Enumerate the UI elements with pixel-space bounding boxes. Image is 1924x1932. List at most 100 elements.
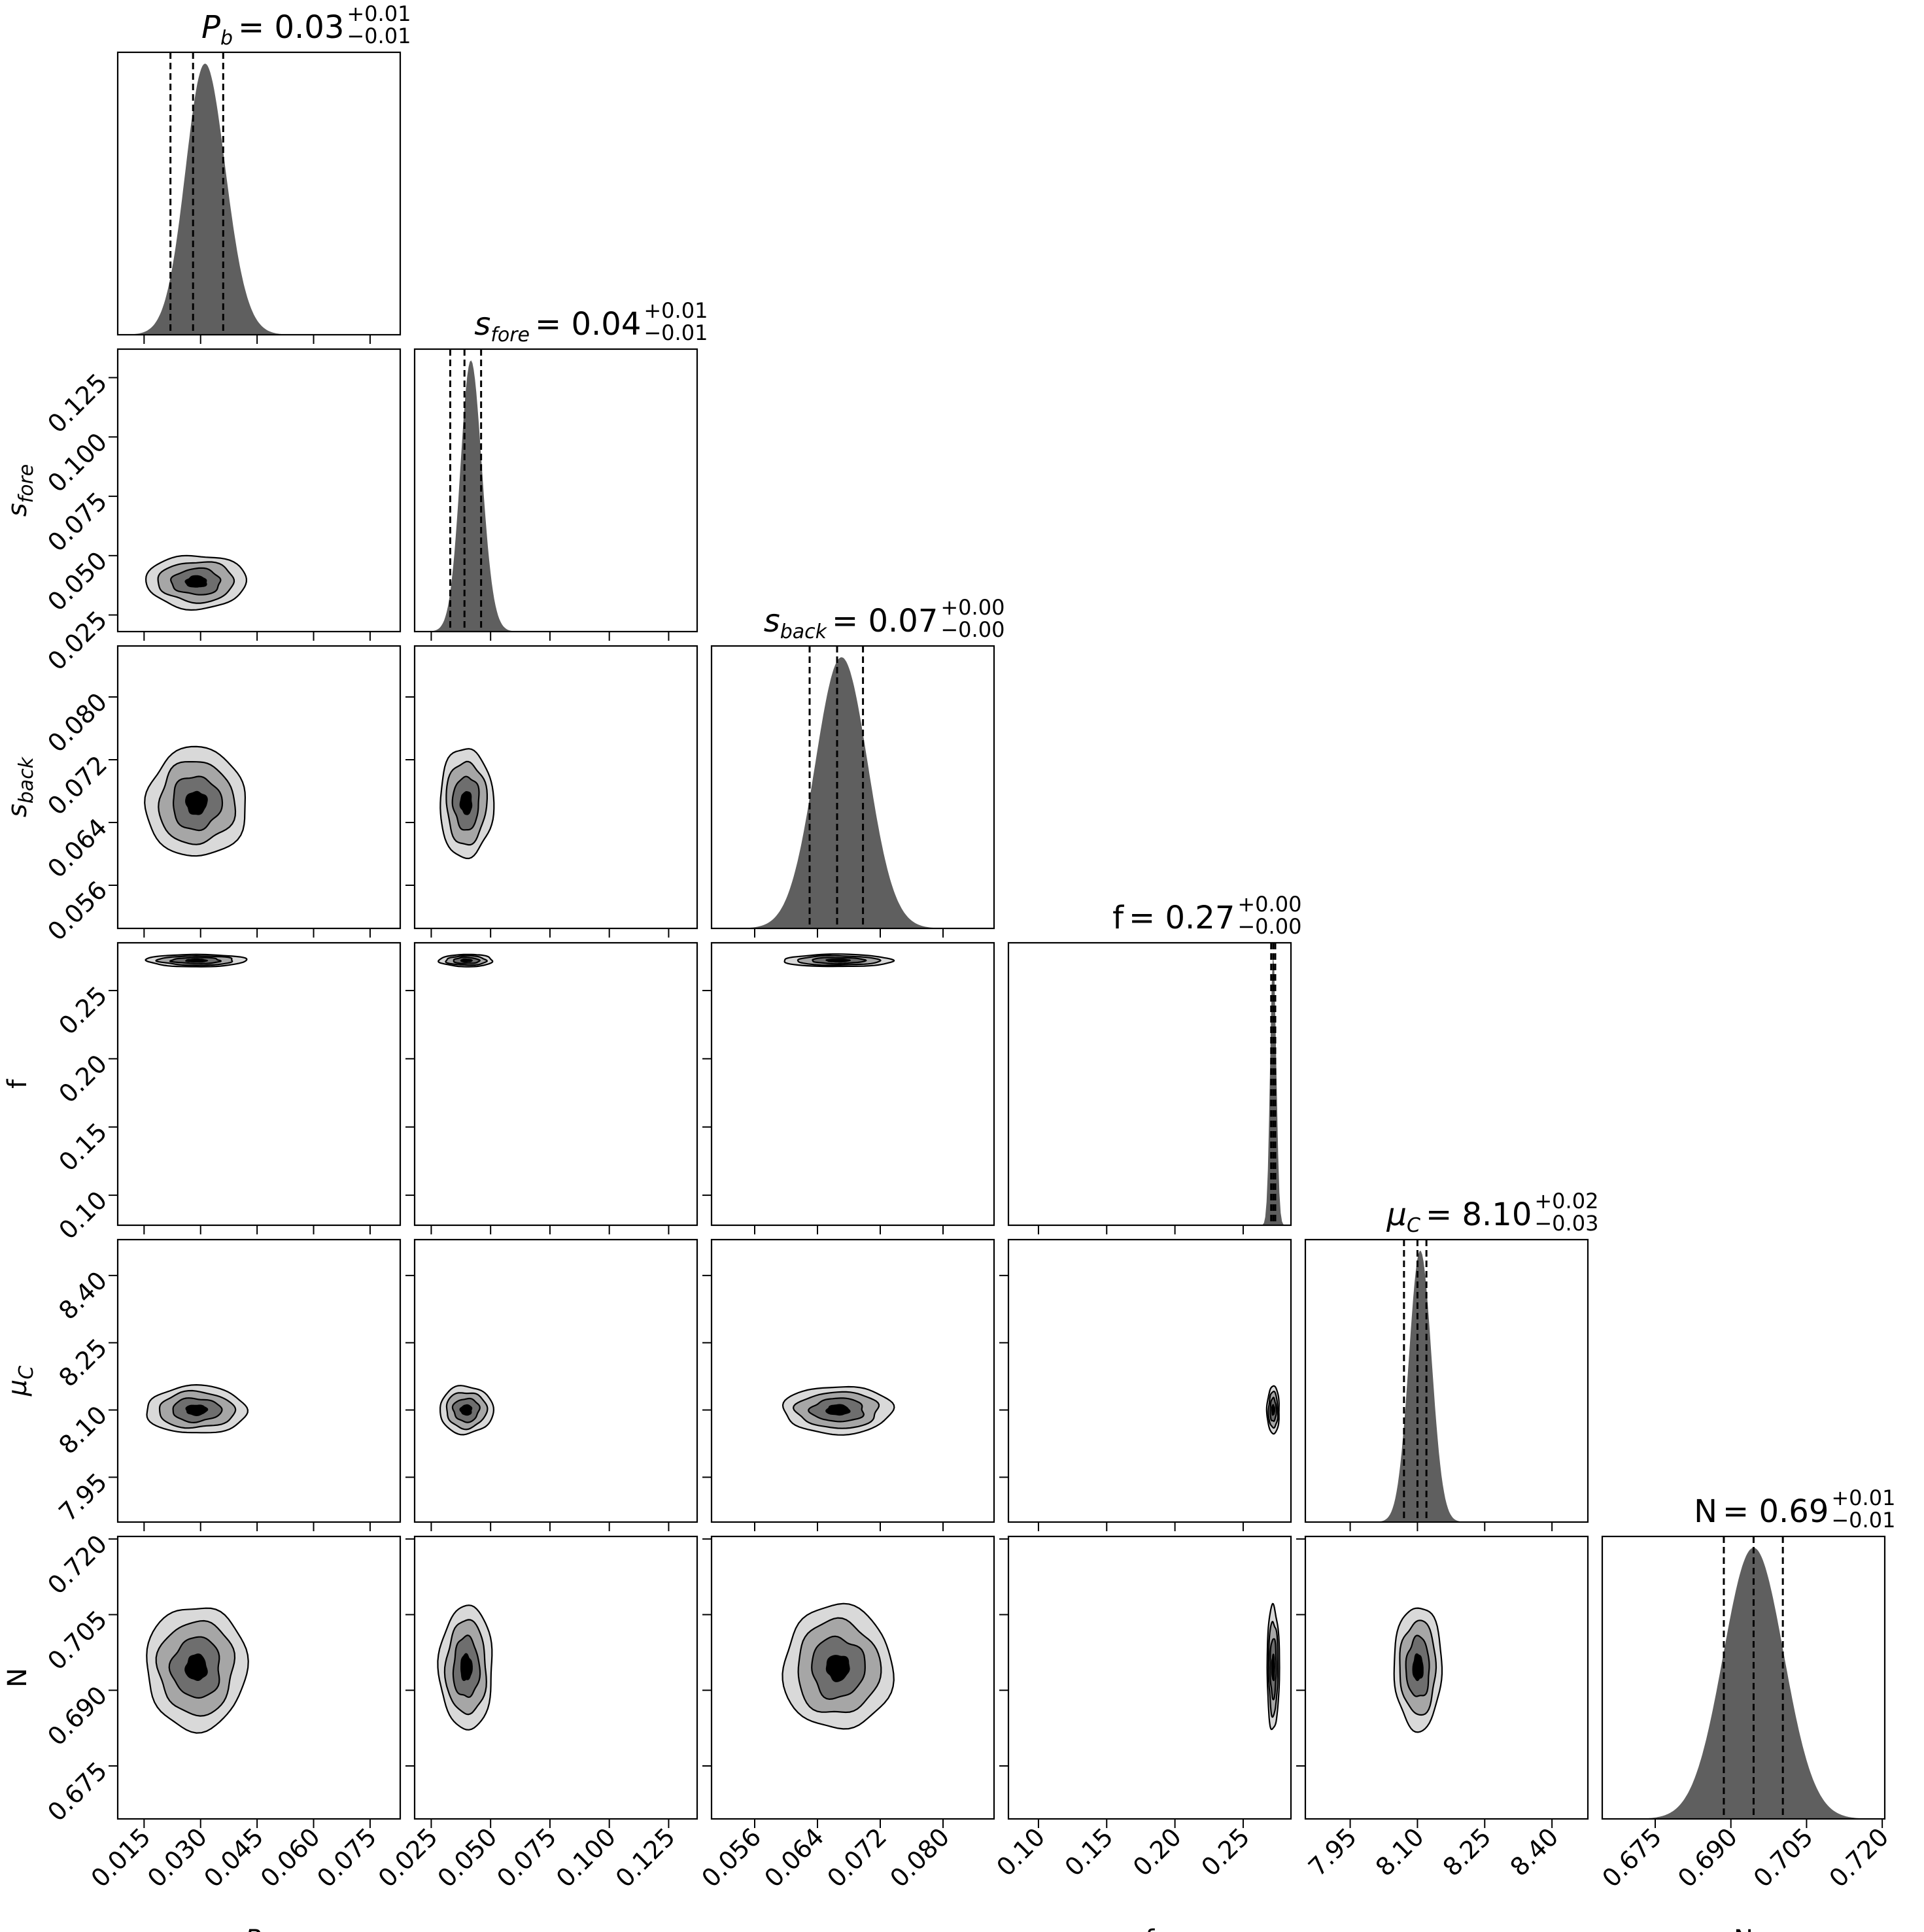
contour-panel-sback-vs-Pb xyxy=(144,745,247,857)
histogram-sfore xyxy=(415,349,697,632)
x-tick-label: 0.072 xyxy=(821,1822,892,1893)
x-tick-label: 0.064 xyxy=(759,1822,829,1893)
x-axis-muC: 7.958.108.258.40 μC xyxy=(1303,1822,1564,1932)
svg-text:−0.03: −0.03 xyxy=(1534,1211,1598,1236)
y-tick-label: 0.20 xyxy=(53,1049,112,1109)
y-tick-label: 8.25 xyxy=(53,1333,112,1393)
svg-text:+0.01: +0.01 xyxy=(644,298,708,323)
x-tick-label: 0.690 xyxy=(1672,1822,1743,1893)
axes-5-0 xyxy=(109,1535,402,1828)
y-axis-muC: 7.95 8.10 8.25 8.40 μC xyxy=(3,1266,112,1527)
title-Pb: Pb = 0.03 +0.01−0.01 xyxy=(201,1,411,50)
svg-text:sback: sback xyxy=(3,756,38,817)
y-tick-label: 0.675 xyxy=(42,1756,112,1827)
axes-5-1 xyxy=(405,1535,698,1828)
y-axis-label-sfore: sfore xyxy=(3,464,38,517)
contour-level-4 xyxy=(185,790,208,815)
y-tick-label: 0.690 xyxy=(42,1680,112,1751)
y-axis-label-f: f xyxy=(3,1079,33,1089)
contour-panel-muC-vs-Pb xyxy=(146,1383,249,1434)
svg-text:= 0.07: = 0.07 xyxy=(832,603,938,639)
svg-text:sback: sback xyxy=(764,603,828,643)
axes-2-2 xyxy=(710,645,995,938)
svg-text:μC: μC xyxy=(1431,1925,1462,1932)
contour-level-4 xyxy=(459,790,473,815)
svg-text:+0.00: +0.00 xyxy=(940,595,1005,620)
contour-level-4 xyxy=(460,1653,473,1682)
contour-level-4 xyxy=(825,1655,850,1682)
y-tick-label: 0.705 xyxy=(42,1605,112,1676)
contour-panel-muC-vs-sfore xyxy=(439,1385,495,1436)
x-axis-label-f: f xyxy=(1145,1925,1155,1932)
svg-text:sback: sback xyxy=(823,1925,884,1932)
svg-text:−0.01: −0.01 xyxy=(1831,1508,1895,1533)
svg-text:μC: μC xyxy=(3,1366,38,1397)
x-tick-label: 0.075 xyxy=(311,1822,382,1893)
y-tick-label: 0.075 xyxy=(42,486,112,557)
contour-panel-f-vs-Pb xyxy=(145,953,248,968)
x-tick-label: 0.705 xyxy=(1748,1822,1819,1893)
axes-4-4 xyxy=(1304,1238,1589,1531)
x-tick-label: 0.056 xyxy=(696,1822,766,1893)
axes-4-1 xyxy=(405,1238,698,1531)
histogram-fill-sfore xyxy=(415,360,697,632)
y-axis-label-sback: sback xyxy=(3,756,38,817)
histogram-sback xyxy=(712,646,994,928)
contour-panel-N-vs-Pb xyxy=(146,1607,249,1734)
svg-text:+0.00: +0.00 xyxy=(1237,892,1301,917)
svg-text:sfore: sfore xyxy=(474,306,530,347)
axes-2-0 xyxy=(109,645,402,938)
axes-4-0 xyxy=(109,1238,402,1531)
x-tick-label: 0.060 xyxy=(255,1822,326,1893)
x-axis-f: 0.100.150.200.25 f xyxy=(991,1822,1255,1932)
histogram-Pb xyxy=(118,52,400,335)
y-axis-f: 0.10 0.15 0.20 0.25 f xyxy=(3,981,112,1245)
x-axis-label-Pb: Pb xyxy=(245,1925,273,1932)
svg-text:Pb: Pb xyxy=(245,1925,273,1932)
y-axis-label-muC: μC xyxy=(3,1366,38,1397)
x-tick-label: 0.25 xyxy=(1195,1822,1255,1882)
y-tick-label: 8.40 xyxy=(53,1266,112,1325)
svg-text:+0.01: +0.01 xyxy=(1831,1485,1895,1510)
x-tick-label: 0.675 xyxy=(1596,1822,1667,1893)
axes-3-0 xyxy=(109,941,402,1234)
y-tick-label: 0.25 xyxy=(53,981,112,1040)
contour-level-4 xyxy=(460,958,473,963)
contour-level-4 xyxy=(459,1404,473,1416)
title-muC: μC = 8.10 +0.02−0.03 xyxy=(1386,1189,1599,1237)
contour-panel-f-vs-sfore xyxy=(438,953,494,968)
histogram-muC xyxy=(1305,1240,1588,1522)
title-sfore: sfore = 0.04 +0.01−0.01 xyxy=(474,298,708,347)
svg-text:f: f xyxy=(1112,900,1124,936)
svg-text:+0.01: +0.01 xyxy=(347,1,411,26)
contour-panel-sback-vs-sfore xyxy=(439,748,495,860)
svg-text:−0.01: −0.01 xyxy=(644,320,708,345)
svg-text:= 0.03: = 0.03 xyxy=(238,9,344,46)
contour-panel-f-vs-sback xyxy=(783,953,895,968)
y-tick-label: 0.15 xyxy=(53,1117,112,1177)
histogram-f xyxy=(1008,943,1291,1225)
svg-text:+0.02: +0.02 xyxy=(1534,1189,1598,1213)
contour-level-4 xyxy=(1412,1653,1424,1682)
svg-text:= 0.69: = 0.69 xyxy=(1723,1493,1829,1530)
y-tick-label: 0.072 xyxy=(42,750,112,821)
y-tick-label: 0.064 xyxy=(42,813,112,883)
svg-text:N: N xyxy=(3,1668,33,1687)
x-axis-label-muC: μC xyxy=(1431,1925,1462,1932)
x-tick-label: 0.025 xyxy=(373,1822,443,1893)
x-axis-label-sback: sback xyxy=(823,1925,884,1932)
axes-0-0 xyxy=(116,51,402,344)
x-tick-label: 0.20 xyxy=(1127,1822,1187,1882)
x-tick-label: 8.25 xyxy=(1437,1822,1497,1882)
svg-text:sfore: sfore xyxy=(530,1925,583,1932)
axes-4-3 xyxy=(999,1238,1292,1531)
contour-level-4 xyxy=(825,958,851,963)
y-tick-label: 0.125 xyxy=(42,368,112,439)
svg-text:−0.01: −0.01 xyxy=(347,24,411,48)
axes-5-4 xyxy=(1296,1535,1589,1828)
svg-text:N: N xyxy=(1734,1925,1753,1932)
x-tick-label: 0.015 xyxy=(86,1822,156,1893)
